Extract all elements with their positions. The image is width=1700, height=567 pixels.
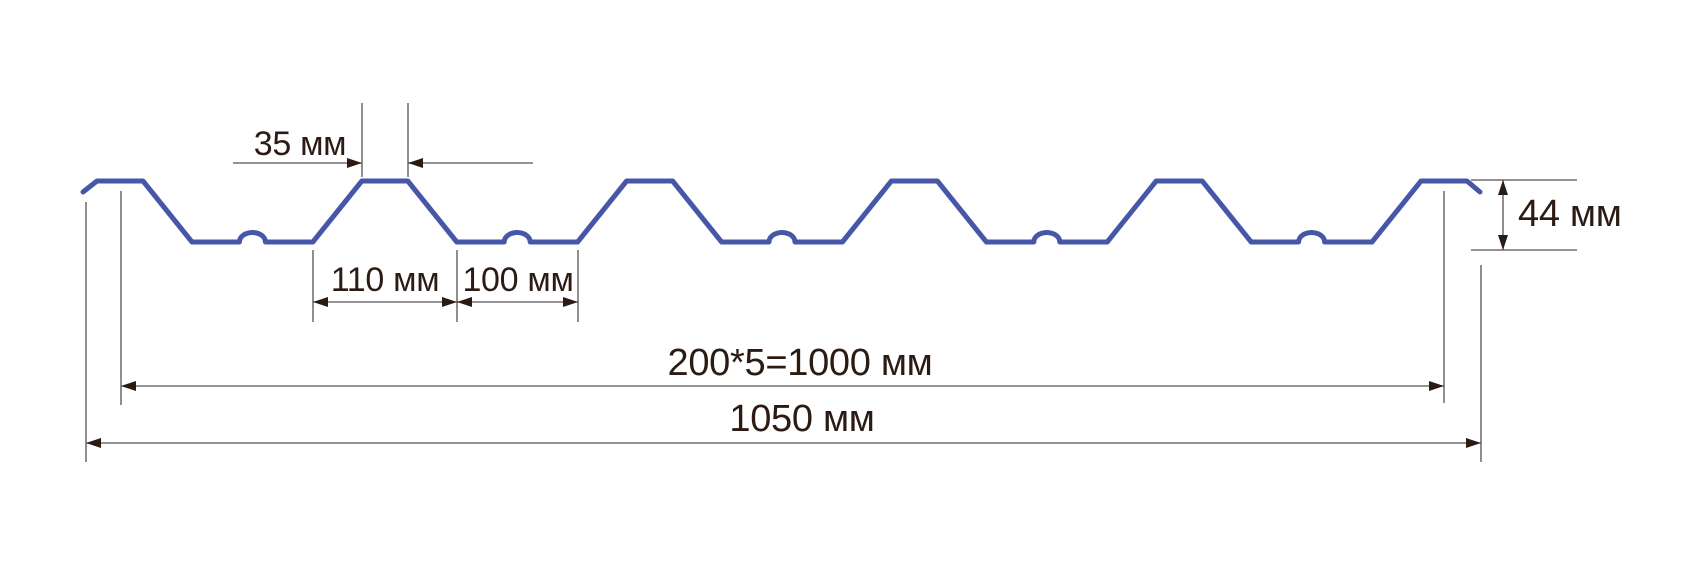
dim-overall-width-label: 1050 мм bbox=[729, 398, 874, 440]
dim-overall-width-group: 1050 мм bbox=[85, 202, 1482, 462]
dim-cover-width-label: 200*5=1000 мм bbox=[668, 342, 933, 384]
dim-crest-width-label: 35 мм bbox=[254, 125, 347, 163]
dim-rib-base-label: 110 мм bbox=[331, 261, 440, 299]
dim-height-group: 44 мм bbox=[1471, 179, 1622, 251]
dim-cover-width-group: 200*5=1000 мм bbox=[120, 191, 1445, 405]
dim-valley-label: 100 мм bbox=[462, 261, 573, 299]
dim-height-label: 44 мм bbox=[1518, 193, 1622, 235]
dim-crest-width-group: 35 мм bbox=[233, 103, 533, 177]
profile-outline bbox=[80, 178, 1483, 245]
dim-base-valley-group: 110 мм 100 мм bbox=[312, 250, 579, 322]
